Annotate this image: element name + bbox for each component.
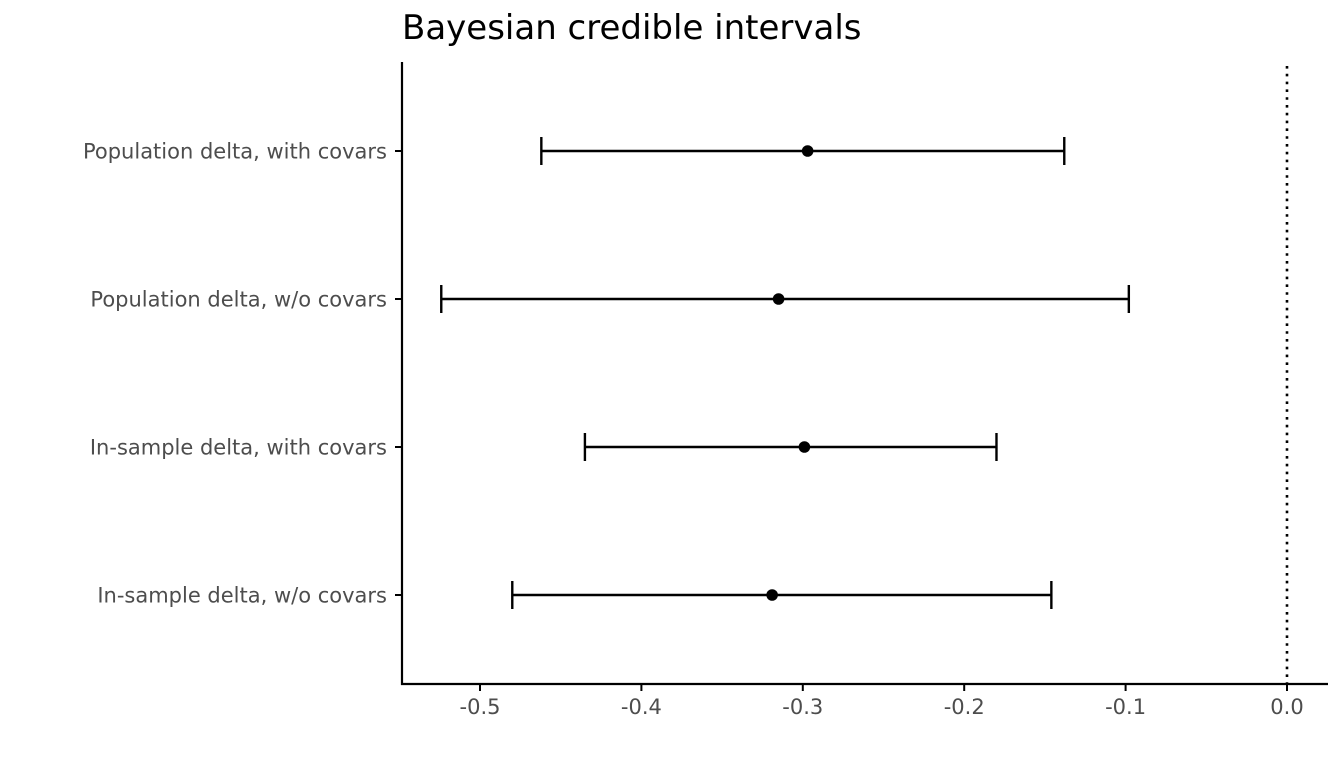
y-tick-label: In-sample delta, with covars: [90, 436, 387, 460]
x-tick-label: -0.1: [1105, 695, 1146, 719]
chart-title: Bayesian credible intervals: [402, 8, 862, 48]
x-tick-label: -0.3: [782, 695, 823, 719]
x-tick-label: -0.4: [621, 695, 662, 719]
y-tick-label: Population delta, with covars: [83, 140, 387, 164]
x-tick-label: 0.0: [1270, 695, 1303, 719]
point-estimate: [766, 589, 778, 601]
point-estimate: [801, 145, 814, 157]
y-tick-label: Population delta, w/o covars: [90, 288, 387, 312]
y-tick-label: In-sample delta, w/o covars: [97, 584, 387, 608]
x-tick-label: -0.5: [460, 695, 501, 719]
point-estimate: [772, 293, 785, 305]
x-tick-label: -0.2: [944, 695, 985, 719]
point-estimate: [798, 441, 811, 453]
